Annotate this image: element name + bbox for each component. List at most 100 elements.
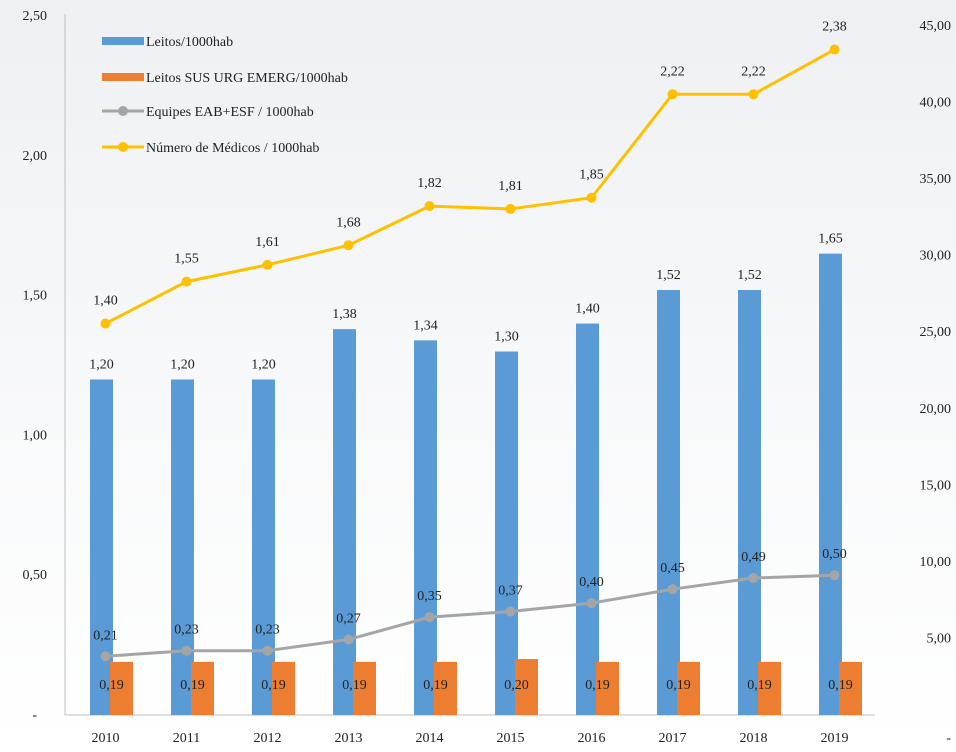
equipes-series-marker	[343, 634, 354, 645]
y-right-tick-label: 15,00	[920, 478, 952, 493]
data-label-equipes: 0,37	[498, 584, 523, 599]
bar-leitos-sus	[758, 661, 781, 715]
y-right-tick-label: 10,00	[920, 555, 952, 570]
data-label-leitos-sus: 0,19	[585, 678, 610, 693]
data-label-leitos: 1,38	[332, 307, 357, 322]
data-label-leitos-sus: 0,19	[261, 678, 286, 693]
legend-swatch-marker	[118, 106, 128, 116]
y-right-tick-label: 20,00	[920, 402, 952, 417]
x-tick-label: 2014	[416, 731, 444, 746]
bar-leitos	[90, 379, 113, 715]
x-tick-label: 2017	[659, 731, 687, 746]
bar-leitos-sus	[353, 661, 376, 715]
data-label-equipes: 0,40	[579, 575, 604, 590]
data-label-medicos: 2,22	[660, 64, 685, 79]
data-label-equipes: 0,21	[93, 628, 118, 643]
x-tick-label: 2015	[497, 731, 525, 746]
bar-leitos-sus	[191, 661, 214, 715]
data-label-leitos: 1,20	[89, 357, 114, 372]
y-left-tick-label: 2,00	[23, 149, 48, 164]
bar-leitos-sus	[596, 661, 619, 715]
data-label-equipes: 0,49	[741, 550, 766, 565]
legend-label: Equipes EAB+ESF / 1000hab	[146, 105, 314, 120]
bar-leitos-sus	[272, 661, 295, 715]
data-label-medicos: 1,82	[417, 176, 442, 191]
medicos-series-marker	[262, 259, 273, 270]
legend-item-leitos-sus: Leitos SUS URG EMERG/1000hab	[102, 71, 348, 86]
lines-group	[100, 44, 840, 662]
x-tick-label: 2012	[254, 731, 282, 746]
legend: Leitos/1000hab Leitos SUS URG EMERG/1000h…	[102, 35, 348, 156]
data-label-equipes: 0,27	[336, 612, 361, 627]
data-label-leitos: 1,52	[656, 268, 681, 283]
y-right-tick-label: 45,00	[920, 19, 952, 34]
data-label-leitos: 1,34	[413, 318, 438, 333]
data-label-leitos: 1,30	[494, 330, 519, 345]
y-left-tick-label: -	[32, 708, 37, 723]
data-label-leitos: 1,20	[251, 357, 276, 372]
data-label-leitos: 1,65	[818, 232, 843, 247]
data-label-leitos: 1,20	[170, 357, 195, 372]
bar-leitos	[576, 323, 599, 715]
medicos-series-marker	[667, 89, 678, 100]
bar-leitos-sus	[110, 661, 133, 715]
y-right-tick-label: -	[946, 731, 951, 746]
legend-label: Leitos SUS URG EMERG/1000hab	[146, 71, 348, 86]
bar-leitos-sus	[434, 661, 457, 715]
medicos-series-marker	[343, 240, 354, 251]
bar-leitos	[657, 290, 680, 715]
data-label-leitos-sus: 0,19	[99, 678, 124, 693]
x-tick-label: 2010	[92, 731, 120, 746]
axes-group: - 0,50 1,00 1,50 2,00 2,50 - 5,00 10,00 15,00 20,0…	[23, 9, 952, 746]
equipes-series-marker	[424, 612, 435, 623]
data-label-medicos: 1,68	[336, 215, 361, 230]
bar-leitos	[495, 351, 518, 715]
x-tick-label: 2018	[740, 731, 768, 746]
y-right-tick-label: 40,00	[920, 96, 952, 111]
data-label-equipes: 0,35	[417, 589, 442, 604]
medicos-series-marker	[181, 276, 192, 287]
equipes-series-marker	[586, 598, 597, 609]
data-label-medicos: 1,55	[174, 252, 199, 267]
medicos-series-marker	[424, 201, 435, 212]
x-tick-label: 2016	[578, 731, 606, 746]
equipes-series-marker	[748, 572, 759, 583]
y-right-tick-label: 30,00	[920, 249, 952, 264]
data-label-leitos: 1,52	[737, 268, 762, 283]
equipes-series-line	[105, 573, 835, 658]
data-label-equipes: 0,23	[174, 623, 199, 638]
bar-leitos-sus	[677, 661, 700, 715]
data-label-medicos: 1,61	[255, 235, 280, 250]
y-left-tick-label: 2,50	[23, 9, 48, 24]
data-label-equipes: 0,23	[255, 623, 280, 638]
data-label-leitos-sus: 0,19	[828, 678, 853, 693]
legend-item-leitos: Leitos/1000hab	[102, 35, 233, 50]
x-tick-label: 2013	[335, 731, 363, 746]
data-labels-group: 1,20 1,20 1,20 1,38 1,34 1,30 1,40 1,52 1,52 1,65…	[89, 20, 853, 693]
legend-item-medicos: Número de Médicos / 1000hab	[102, 141, 319, 156]
y-right-tick-label: 5,00	[927, 631, 952, 646]
medicos-series-marker	[100, 318, 111, 329]
data-label-leitos: 1,40	[575, 302, 600, 317]
equipes-series-marker	[262, 645, 273, 656]
bar-leitos-sus	[839, 661, 862, 715]
data-label-leitos-sus: 0,19	[423, 678, 448, 693]
legend-label: Número de Médicos / 1000hab	[146, 141, 319, 156]
equipes-series-marker	[505, 606, 516, 617]
data-label-leitos-sus: 0,20	[504, 678, 529, 693]
y-left-tick-label: 1,50	[23, 289, 48, 304]
x-tick-label: 2019	[821, 731, 849, 746]
legend-label: Leitos/1000hab	[146, 35, 233, 50]
data-label-equipes: 0,50	[822, 547, 847, 562]
data-label-medicos: 1,85	[579, 168, 604, 183]
bar-leitos	[819, 253, 842, 715]
equipes-series-marker	[667, 584, 678, 595]
y-right-tick-label: 35,00	[920, 172, 952, 187]
data-label-medicos: 1,40	[93, 294, 118, 309]
legend-swatch	[102, 73, 144, 81]
y-left-tick-label: 0,50	[23, 568, 48, 583]
bar-leitos	[738, 290, 761, 715]
legend-swatch-marker	[118, 142, 128, 152]
data-label-medicos: 2,38	[822, 20, 847, 35]
